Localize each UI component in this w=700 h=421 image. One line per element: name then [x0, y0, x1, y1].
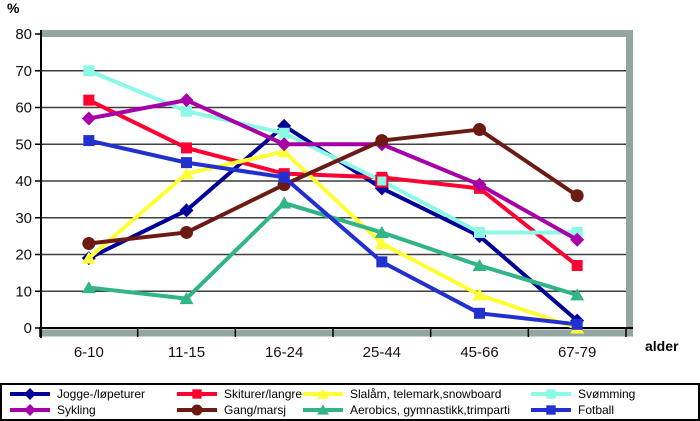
series-7-marker [571, 318, 583, 330]
series-4-marker [81, 111, 96, 126]
legend-marker-icon [10, 404, 50, 416]
series-line-7 [86, 138, 580, 327]
series-6-marker [570, 288, 585, 301]
series-7-marker [376, 256, 388, 268]
series-2-marker [374, 236, 389, 249]
x-tick-label: 11-15 [168, 344, 205, 361]
series-0-marker [179, 203, 194, 218]
y-tick-label: 60 [15, 100, 32, 117]
legend-label: Aerobics, gymnastikk,trimparti [350, 403, 511, 417]
series-line-4 [86, 98, 580, 242]
legend-marker-icon [10, 388, 50, 400]
y-tick-label: 40 [15, 173, 32, 190]
legend-item: Jogge-/løpeturer [9, 386, 176, 402]
legend-label: Sykling [57, 403, 96, 417]
x-tick-label: 16-24 [265, 344, 303, 361]
series-4-marker [472, 177, 487, 192]
series-3-marker [474, 226, 485, 238]
series-2-marker [472, 288, 487, 301]
series-line-5 [86, 127, 580, 246]
y-tick-label: 30 [15, 210, 32, 227]
legend-label: Jogge-/løpeturer [57, 387, 146, 401]
legend-marker-icon [177, 404, 217, 416]
x-tick-label: 6-10 [74, 344, 104, 361]
series-5-marker [375, 134, 389, 148]
series-6-marker [277, 196, 292, 209]
plot-frame-bottom [40, 329, 633, 337]
legend-item: Fotball [530, 402, 698, 418]
series-1-marker [571, 260, 583, 272]
y-tick-label: 20 [15, 247, 32, 264]
legend-label: Fotball [578, 403, 615, 417]
legend-shape [317, 404, 329, 415]
plot-frame-right [626, 30, 633, 336]
legend-marker-icon [531, 405, 571, 415]
legend-shape [546, 389, 556, 399]
series-3-marker [278, 127, 290, 139]
plot-area: 0 10 20 30 40 50 60 70 80 6-10 11-15 16-24 25-44 45-6… [15, 26, 633, 361]
legend-shape [546, 405, 556, 415]
series-7-marker [83, 135, 95, 147]
legend-shape [24, 388, 36, 400]
y-axis-unit-label: % [7, 0, 20, 16]
series-5-marker [473, 123, 486, 137]
series-5-marker [570, 189, 584, 203]
series-4-marker [179, 93, 194, 108]
legend-item: Svømming [530, 386, 698, 402]
legend-marker-icon [531, 389, 571, 399]
legend-label: Svømming [578, 387, 636, 401]
series-3-marker [181, 105, 192, 117]
x-tick-label: 67-79 [558, 344, 596, 361]
series-6-marker [472, 259, 487, 272]
legend-item: Gang/marsj [176, 402, 302, 418]
x-axis-title: alder [645, 338, 679, 354]
legend-label: Gang/marsj [224, 403, 287, 417]
series-1-marker [181, 142, 192, 154]
series-6-marker [81, 281, 96, 294]
y-tick-label: 0 [24, 320, 32, 337]
legend-shape [192, 389, 202, 399]
series-1-marker [83, 94, 95, 106]
series-6-marker [179, 292, 194, 305]
series-7-marker [181, 157, 192, 169]
x-tick-label: 25-44 [363, 344, 401, 361]
series-6-marker [374, 225, 389, 238]
legend-marker-icon [303, 404, 343, 415]
legend-item: Sykling [9, 402, 176, 418]
series-line-2 [86, 149, 580, 330]
series-3-marker [571, 226, 583, 238]
plot-frame-top [40, 30, 633, 37]
series-7-marker [474, 307, 485, 319]
legend-item: Aerobics, gymnastikk,trimparti [302, 402, 530, 418]
legend-marker-icon [177, 389, 217, 399]
series-7-marker [278, 171, 290, 183]
legend-shape [24, 404, 36, 416]
legend-label: Skiturer/langrenn [224, 387, 302, 401]
series-3-marker [83, 65, 95, 77]
series-3-marker [375, 174, 389, 188]
legend: Jogge-/løpeturer Skiturer/langrenn Slalåm,… [0, 383, 700, 421]
legend-shape [191, 404, 203, 416]
x-tick-label: 45-66 [460, 344, 498, 361]
legend-item: Skiturer/langrenn [176, 386, 302, 402]
y-tick-label: 70 [15, 63, 32, 80]
series-line-1 [86, 98, 580, 268]
y-tick-label: 10 [15, 283, 32, 300]
series-5-marker [180, 225, 193, 239]
series-2-marker [81, 251, 96, 264]
y-tick-label: 80 [15, 26, 32, 43]
legend-label: Slalåm, telemark,snowboard [350, 387, 502, 401]
legend-marker-icon [303, 388, 343, 399]
legend-shape [317, 388, 329, 399]
series-5-marker [82, 236, 96, 250]
series-4-marker [277, 137, 292, 152]
legend-item: Slalåm, telemark,snowboard [302, 386, 530, 402]
series-4-marker [570, 232, 585, 247]
y-tick-label: 50 [15, 136, 32, 153]
series-2-marker [179, 167, 194, 180]
